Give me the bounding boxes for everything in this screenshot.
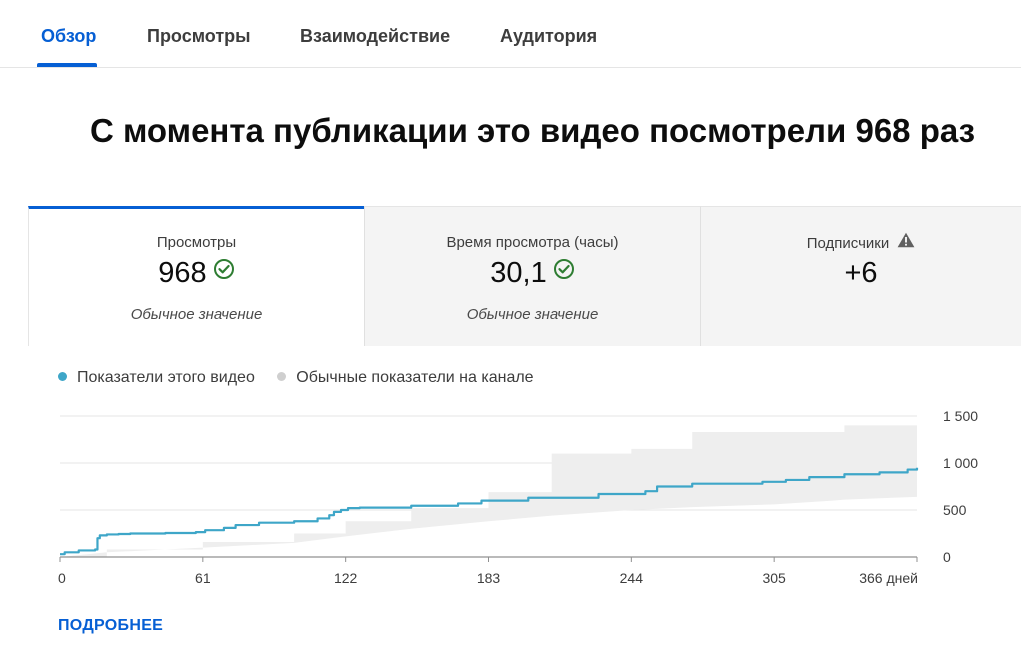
metric-label-wrap: Подписчики bbox=[701, 232, 1021, 254]
page-headline: С момента публикации это видео посмотрел… bbox=[89, 112, 976, 149]
typical-dot-icon bbox=[277, 372, 287, 381]
series-line bbox=[60, 467, 919, 556]
metric-value: 30,1 bbox=[490, 257, 547, 289]
y-tick-label: 500 bbox=[943, 502, 967, 518]
x-tick-label: 305 bbox=[762, 570, 786, 586]
metric-label: Время просмотра (часы) bbox=[446, 234, 619, 251]
x-tick-label: 183 bbox=[477, 570, 501, 586]
metric-label: Просмотры bbox=[156, 234, 237, 251]
x-tick-label: 244 bbox=[620, 570, 644, 586]
check-circle-icon bbox=[213, 255, 235, 288]
series-dot-icon bbox=[58, 372, 67, 381]
legend-typical: Обычные показатели на канале bbox=[277, 369, 534, 387]
y-tick-label: 0 bbox=[943, 549, 951, 565]
metric-note: Обычное значение bbox=[130, 306, 263, 323]
metric-value: 968 bbox=[158, 257, 207, 289]
tab-engagement[interactable]: Взаимодействие bbox=[300, 26, 451, 46]
typical-range-band bbox=[60, 425, 917, 557]
metric-card-watch-time[interactable]: Время просмотра (часы) 30,1 Обычное знач… bbox=[364, 206, 700, 346]
legend-label: Обычные показатели на канале bbox=[296, 369, 534, 386]
cumulative-views-chart: 0 61 122 183 244 305 366 дней 0 500 1 000 1 500 bbox=[58, 408, 978, 586]
x-tick-label: 0 bbox=[58, 570, 66, 586]
see-more-link[interactable]: ПОДРОБНЕЕ bbox=[58, 617, 164, 634]
metric-card-views[interactable]: Просмотры 968 Обычное значение bbox=[28, 206, 364, 346]
active-tab-indicator bbox=[37, 63, 97, 67]
warning-icon[interactable] bbox=[897, 232, 915, 252]
metric-value-wrap: 968 bbox=[29, 257, 364, 291]
tab-audience[interactable]: Аудитория bbox=[500, 26, 598, 46]
check-circle-icon bbox=[553, 255, 575, 288]
tab-overview[interactable]: Обзор bbox=[41, 26, 97, 46]
tab-views[interactable]: Просмотры bbox=[147, 26, 251, 46]
metric-cards: Просмотры 968 Обычное значение Время про… bbox=[28, 206, 1021, 346]
legend-label: Показатели этого видео bbox=[77, 369, 255, 386]
legend-this-video: Показатели этого видео bbox=[58, 369, 255, 387]
metric-label: Подписчики bbox=[806, 234, 890, 252]
y-tick-label: 1 000 bbox=[943, 455, 978, 471]
metric-value: +6 bbox=[844, 257, 878, 289]
tab-bar: Обзор Просмотры Взаимодействие Аудитория bbox=[0, 0, 1021, 68]
metric-card-subscribers[interactable]: Подписчики +6 bbox=[700, 206, 1021, 346]
x-tick-label: 366 дней bbox=[859, 570, 918, 586]
chart-legend: Показатели этого видео Обычные показател… bbox=[58, 369, 552, 387]
y-tick-label: 1 500 bbox=[943, 408, 978, 424]
x-tick-label: 122 bbox=[334, 570, 358, 586]
x-tick-label: 61 bbox=[195, 570, 211, 586]
metric-value-wrap: 30,1 bbox=[365, 257, 700, 291]
metric-note: Обычное значение bbox=[466, 306, 599, 323]
